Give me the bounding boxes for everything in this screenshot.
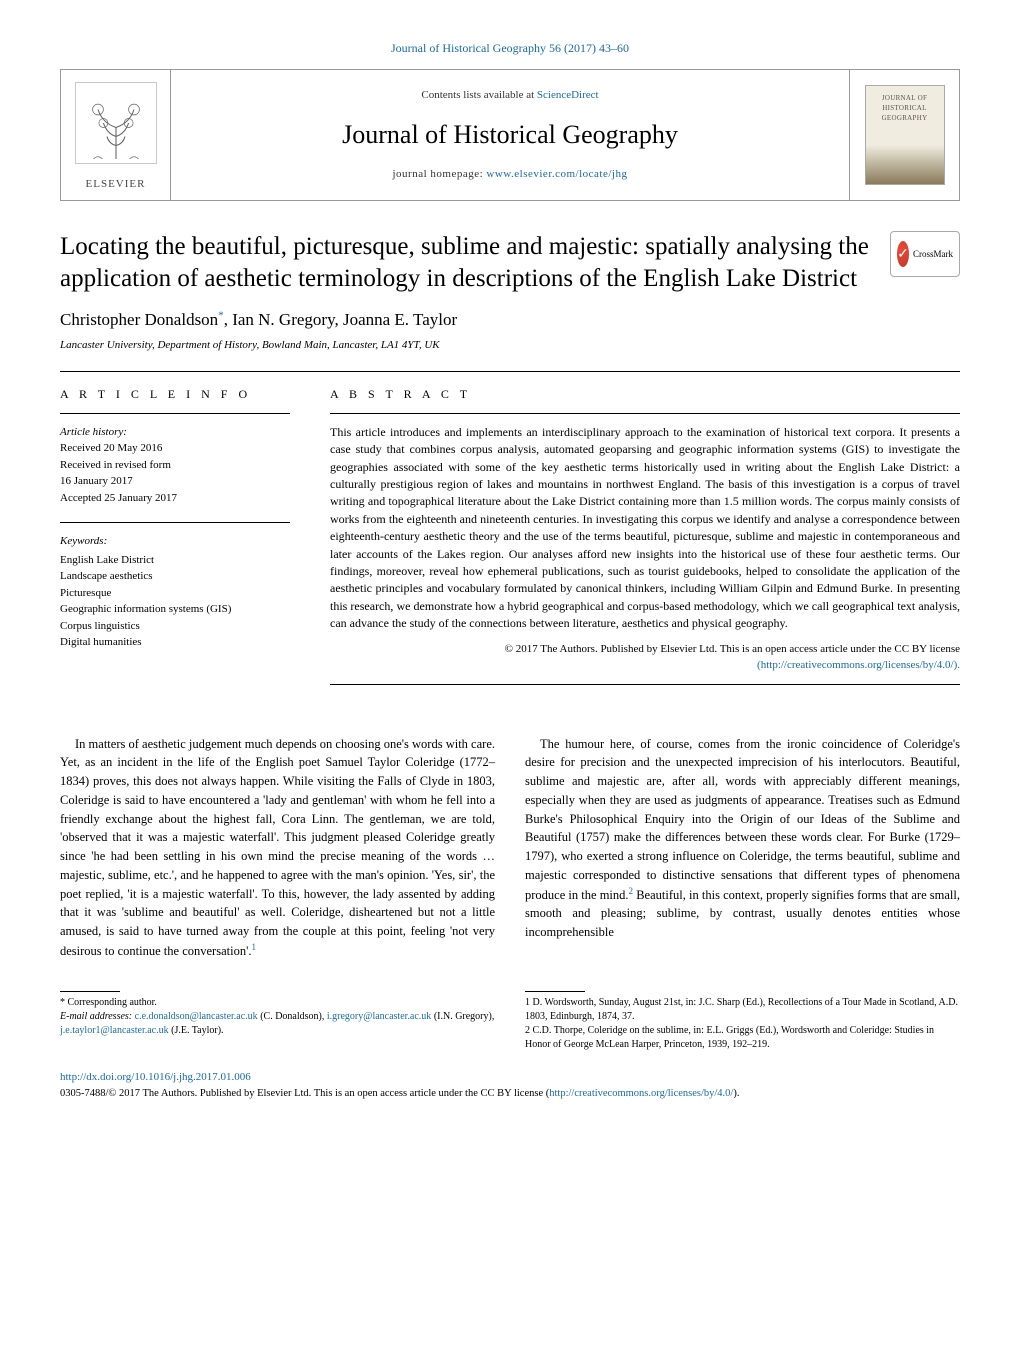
journal-header: ELSEVIER Contents lists available at Sci… [60,69,960,202]
body-p2: The humour here, of course, comes from t… [525,735,960,942]
homepage-prefix: journal homepage: [392,168,486,180]
footnote-ref-1[interactable]: 1 [251,942,256,952]
sciencedirect-link[interactable]: ScienceDirect [537,89,599,101]
history-head: Article history: [60,426,127,438]
title-row: Locating the beautiful, picturesque, sub… [60,231,960,294]
doi-link[interactable]: http://dx.doi.org/10.1016/j.jhg.2017.01.… [60,1071,251,1083]
publisher-name: ELSEVIER [71,177,161,192]
history-text: Received 20 May 2016 Received in revised… [60,442,177,504]
journal-citation-link[interactable]: Journal of Historical Geography 56 (2017… [391,41,629,55]
footnote-left: * Corresponding author. E-mail addresses… [60,991,495,1052]
email-line: E-mail addresses: c.e.donaldson@lancaste… [60,1010,495,1038]
footer-rule-right [525,991,585,992]
affiliation: Lancaster University, Department of Hist… [60,338,960,353]
authors-line: Christopher Donaldson*, Ian N. Gregory, … [60,308,960,332]
author-2: Ian N. Gregory [232,310,334,329]
journal-citation: Journal of Historical Geography 56 (2017… [60,40,960,57]
header-center: Contents lists available at ScienceDirec… [171,70,849,201]
article-title: Locating the beautiful, picturesque, sub… [60,231,874,294]
footer-rule-left [60,991,120,992]
body-text: In matters of aesthetic judgement much d… [60,735,960,961]
corresponding-note: * Corresponding author. [60,996,495,1010]
elsevier-tree-icon [71,78,161,168]
contents-line: Contents lists available at ScienceDirec… [191,88,829,103]
footnotes: * Corresponding author. E-mail addresses… [60,991,960,1052]
article-history: Article history: Received 20 May 2016 Re… [60,424,290,507]
issn-suffix: ). [733,1088,739,1099]
abstract-heading: A B S T R A C T [330,386,960,403]
rule-1 [60,371,960,372]
publisher-logo-box: ELSEVIER [61,70,171,201]
info-abstract-row: A R T I C L E I N F O Article history: R… [60,386,960,694]
cover-title: JOURNAL OF HISTORICAL GEOGRAPHY [866,94,944,123]
rule-info [60,413,290,414]
email-label: E-mail addresses: [60,1011,135,1022]
issn-text: 0305-7488/© 2017 The Authors. Published … [60,1088,549,1099]
article-info-column: A R T I C L E I N F O Article history: R… [60,386,290,694]
crossmark-label: CrossMark [913,248,953,261]
keywords-block: Keywords: English Lake District Landscap… [60,533,290,651]
email-3[interactable]: j.e.taylor1@lancaster.ac.uk [60,1025,169,1036]
crossmark-icon: ✓ [897,241,909,267]
abstract-column: A B S T R A C T This article introduces … [330,386,960,694]
email-1[interactable]: c.e.donaldson@lancaster.ac.uk [135,1011,258,1022]
crossmark-badge[interactable]: ✓ CrossMark [890,231,960,277]
keywords-text: English Lake District Landscape aestheti… [60,554,231,649]
cc-link[interactable]: http://creativecommons.org/licenses/by/4… [549,1088,733,1099]
rule-abs [330,413,960,414]
footnote-right: 1 D. Wordsworth, Sunday, August 21st, in… [525,991,960,1052]
body-p1: In matters of aesthetic judgement much d… [60,735,495,961]
author-3: Joanna E. Taylor [343,310,457,329]
abstract-text: This article introduces and implements a… [330,424,960,633]
journal-cover-box: JOURNAL OF HISTORICAL GEOGRAPHY [849,70,959,201]
author-1: Christopher Donaldson [60,310,218,329]
doi-line: http://dx.doi.org/10.1016/j.jhg.2017.01.… [60,1070,960,1085]
corr-asterisk[interactable]: * [218,309,224,321]
license-text: © 2017 The Authors. Published by Elsevie… [505,643,960,655]
license-link[interactable]: (http://creativecommons.org/licenses/by/… [757,659,960,671]
email-2[interactable]: i.gregory@lancaster.ac.uk [327,1011,431,1022]
license-line: © 2017 The Authors. Published by Elsevie… [330,641,960,674]
journal-name: Journal of Historical Geography [191,117,829,153]
keywords-head: Keywords: [60,533,290,550]
homepage-link[interactable]: www.elsevier.com/locate/jhg [486,168,627,180]
copyright-line: 0305-7488/© 2017 The Authors. Published … [60,1087,960,1102]
footnote-1: 1 D. Wordsworth, Sunday, August 21st, in… [525,996,960,1024]
rule-kw [60,522,290,523]
rule-abs-end [330,684,960,685]
footnote-2: 2 C.D. Thorpe, Coleridge on the sublime,… [525,1024,960,1052]
homepage-line: journal homepage: www.elsevier.com/locat… [191,167,829,182]
journal-cover-thumb: JOURNAL OF HISTORICAL GEOGRAPHY [865,85,945,185]
contents-prefix: Contents lists available at [421,89,536,101]
article-info-heading: A R T I C L E I N F O [60,386,290,403]
